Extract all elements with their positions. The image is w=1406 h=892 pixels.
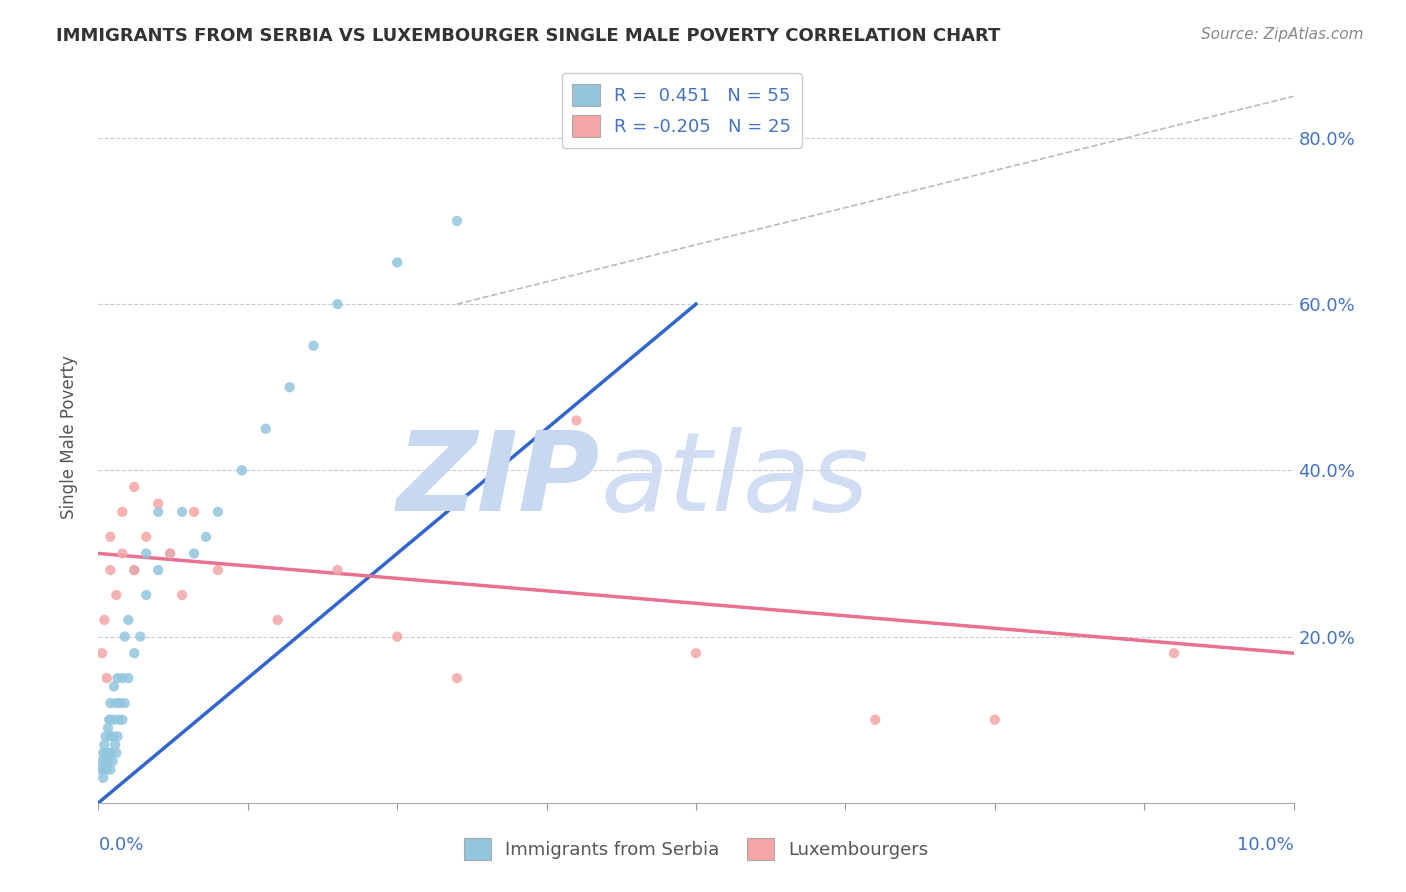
Point [93, 738, 115, 752]
Point [207, 563, 229, 577]
Point [302, 338, 325, 352]
Text: atlas: atlas [600, 427, 869, 534]
Point [111, 505, 134, 519]
Point [114, 630, 136, 644]
Point [94, 729, 117, 743]
Point [101, 729, 124, 743]
Text: ZIP: ZIP [396, 427, 600, 534]
Point [98, 763, 122, 777]
Point [135, 588, 157, 602]
Point [326, 297, 349, 311]
Point [91, 746, 114, 760]
Point [108, 696, 131, 710]
Point [117, 613, 139, 627]
Text: IMMIGRANTS FROM SERBIA VS LUXEMBOURGER SINGLE MALE POVERTY CORRELATION CHART: IMMIGRANTS FROM SERBIA VS LUXEMBOURGER S… [56, 27, 1001, 45]
Point [385, 630, 409, 644]
Point [101, 754, 124, 768]
Point [865, 713, 887, 727]
Point [183, 505, 205, 519]
Text: 10.0%: 10.0% [1237, 837, 1294, 855]
Point [278, 380, 301, 394]
Point [93, 763, 115, 777]
Point [124, 563, 146, 577]
Point [114, 696, 136, 710]
Point [107, 729, 129, 743]
Point [105, 746, 128, 760]
Point [97, 754, 120, 768]
Point [91, 754, 114, 768]
Point [326, 563, 349, 577]
Point [98, 746, 122, 760]
Point [105, 696, 128, 710]
Y-axis label: Single Male Poverty: Single Male Poverty [59, 355, 77, 519]
Point [565, 413, 588, 427]
Point [97, 721, 120, 735]
Point [111, 671, 134, 685]
Point [135, 546, 157, 560]
Point [159, 546, 181, 560]
Point [148, 505, 170, 519]
Point [117, 671, 139, 685]
Point [91, 771, 114, 785]
Point [111, 713, 134, 727]
Point [984, 713, 1007, 727]
Point [103, 680, 125, 694]
Text: 0.0%: 0.0% [98, 837, 143, 855]
Point [446, 671, 468, 685]
Point [105, 588, 128, 602]
Point [124, 563, 146, 577]
Point [267, 613, 290, 627]
Point [103, 713, 125, 727]
Point [98, 696, 122, 710]
Point [93, 613, 115, 627]
Point [96, 746, 118, 760]
Point [104, 738, 127, 752]
Point [159, 546, 181, 560]
Point [98, 530, 122, 544]
Point [96, 671, 118, 685]
Point [1163, 646, 1185, 660]
Point [90, 763, 112, 777]
Point [111, 546, 134, 560]
Point [96, 763, 118, 777]
Point [98, 713, 122, 727]
Point [385, 255, 409, 269]
Point [135, 530, 157, 544]
Point [107, 671, 129, 685]
Point [124, 646, 146, 660]
Point [98, 563, 122, 577]
Point [195, 530, 218, 544]
Point [172, 505, 194, 519]
Point [231, 463, 253, 477]
Point [124, 480, 146, 494]
Point [98, 713, 121, 727]
Point [107, 713, 129, 727]
Point [685, 646, 707, 660]
Point [148, 563, 170, 577]
Point [207, 505, 229, 519]
Point [91, 646, 114, 660]
Point [254, 422, 277, 436]
Point [98, 729, 122, 743]
Text: Source: ZipAtlas.com: Source: ZipAtlas.com [1201, 27, 1364, 42]
Point [446, 214, 468, 228]
Point [129, 630, 152, 644]
Point [172, 588, 194, 602]
Legend: Immigrants from Serbia, Luxembourgers: Immigrants from Serbia, Luxembourgers [457, 830, 935, 867]
Point [183, 546, 205, 560]
Point [98, 746, 121, 760]
Point [94, 754, 117, 768]
Point [148, 497, 170, 511]
